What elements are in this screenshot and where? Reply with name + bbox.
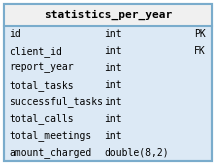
Text: amount_charged: amount_charged: [9, 147, 91, 158]
Text: int: int: [104, 63, 122, 73]
Text: client_id: client_id: [9, 46, 62, 57]
Text: total_tasks: total_tasks: [9, 80, 74, 91]
Text: int: int: [104, 29, 122, 39]
Text: report_year: report_year: [9, 63, 74, 73]
Text: int: int: [104, 97, 122, 107]
Text: PK: PK: [194, 29, 206, 39]
Text: successful_tasks: successful_tasks: [9, 97, 103, 107]
Text: id: id: [9, 29, 21, 39]
Text: double(8,2): double(8,2): [104, 148, 169, 158]
Text: FK: FK: [194, 46, 206, 56]
Text: int: int: [104, 131, 122, 141]
Bar: [4, 4, 212, 26]
Text: int: int: [104, 114, 122, 124]
Text: total_meetings: total_meetings: [9, 130, 91, 141]
Text: int: int: [104, 46, 122, 56]
Text: statistics_per_year: statistics_per_year: [44, 10, 172, 20]
Text: int: int: [104, 80, 122, 90]
Text: total_calls: total_calls: [9, 113, 74, 124]
